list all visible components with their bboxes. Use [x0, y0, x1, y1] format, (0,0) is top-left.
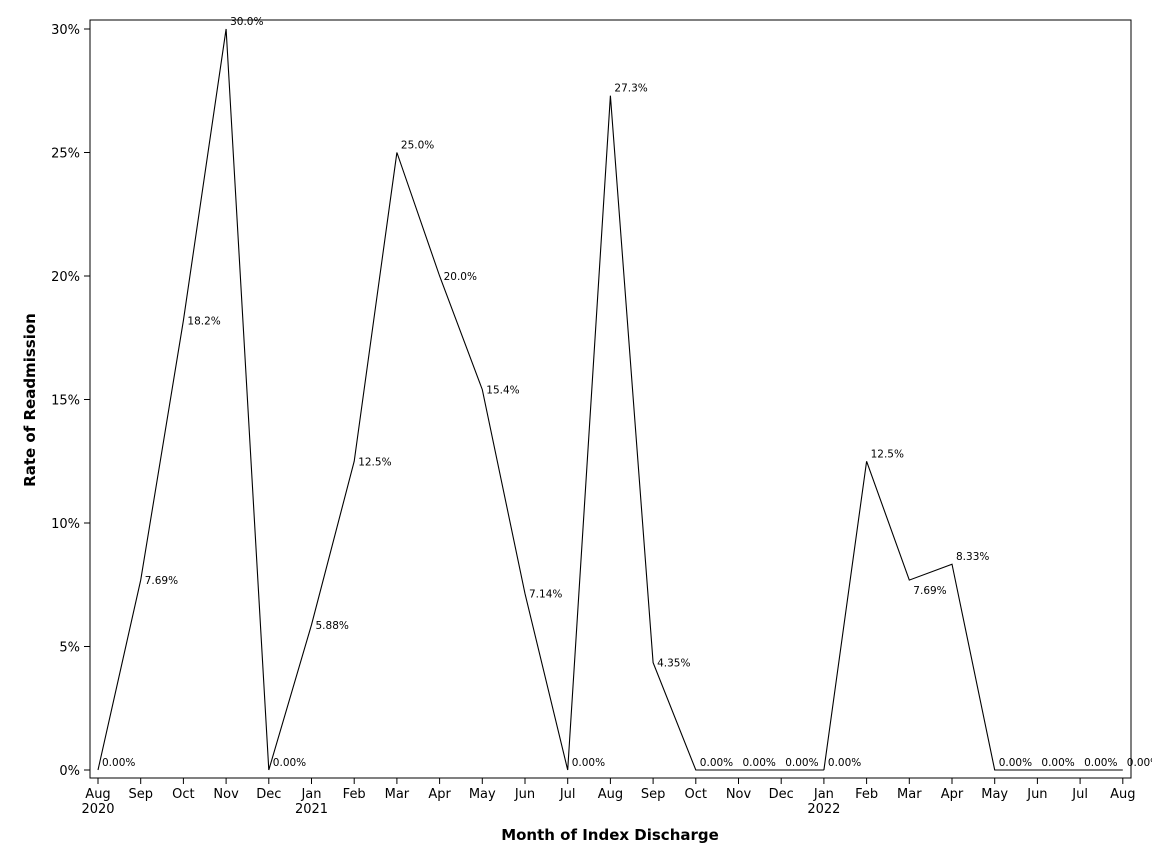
x-tick-label: Jul	[1071, 787, 1088, 802]
x-tick-label: Dec	[256, 787, 281, 802]
data-label: 7.69%	[913, 585, 946, 597]
x-tick-label: Sep	[128, 787, 153, 802]
data-label: 12.5%	[358, 456, 391, 468]
data-label: 0.00%	[102, 757, 135, 769]
data-label: 25.0%	[401, 140, 434, 152]
x-tick-label: Sep	[641, 787, 666, 802]
x-tick-label: Oct	[685, 787, 707, 802]
x-tick-label: Dec	[769, 787, 794, 802]
data-labels: 0.00% 7.69% 18.2% 30.0% 0.00% 5.88% 12.5% 25.0%…	[102, 16, 1152, 769]
y-tick-label: 20%	[51, 270, 80, 285]
data-label: 5.88%	[316, 620, 349, 632]
x-tick-label: Jun	[1026, 787, 1047, 802]
y-tick-label: 10%	[51, 517, 80, 532]
y-axis: 0% 5% 10% 15% 20% 25% 30%	[51, 23, 90, 779]
data-label: 0.00%	[828, 757, 861, 769]
x-year-label: 2020	[81, 802, 114, 817]
x-tick-label: Aug	[1110, 787, 1135, 802]
data-label: 0.00%	[700, 757, 733, 769]
x-tick-label: Aug	[598, 787, 623, 802]
x-tick-label: May	[469, 787, 496, 802]
data-label: 18.2%	[187, 316, 220, 328]
data-label: 0.00%	[572, 757, 605, 769]
x-tick-label: Nov	[213, 787, 239, 802]
data-label: 20.0%	[444, 271, 477, 283]
x-tick-label: Feb	[855, 787, 878, 802]
y-tick-label: 25%	[51, 147, 80, 162]
x-axis: Aug Sep Oct Nov Dec Jan Feb Mar Apr May Jun Jul Aug S…	[81, 778, 1135, 817]
x-tick-label: Nov	[726, 787, 752, 802]
data-label: 15.4%	[486, 385, 519, 397]
data-label: 7.69%	[145, 575, 178, 587]
x-tick-label: Oct	[172, 787, 194, 802]
x-tick-label: Jun	[514, 787, 535, 802]
plot-frame	[89, 19, 1132, 779]
data-label: 0.00%	[999, 757, 1032, 769]
x-tick-label: Aug	[85, 787, 110, 802]
x-year-label: 2021	[295, 802, 328, 817]
data-label: 8.33%	[956, 551, 989, 563]
x-tick-label: Apr	[428, 787, 451, 802]
x-tick-label: Jul	[559, 787, 576, 802]
data-label: 0.00%	[743, 757, 776, 769]
data-label: 0.00%	[785, 757, 818, 769]
x-tick-label: Jan	[813, 787, 834, 802]
y-tick-label: 15%	[51, 394, 80, 409]
data-label: 0.00%	[1084, 757, 1117, 769]
x-tick-label: Mar	[385, 787, 410, 802]
data-label: 0.00%	[1127, 757, 1152, 769]
data-label: 4.35%	[657, 658, 690, 670]
data-label: 27.3%	[614, 83, 647, 95]
x-tick-label: Jan	[300, 787, 321, 802]
y-axis-title: Rate of Readmission	[21, 313, 39, 487]
x-year-label: 2022	[807, 802, 840, 817]
data-label: 7.14%	[529, 589, 562, 601]
y-tick-label: 0%	[59, 764, 80, 779]
x-tick-label: Feb	[343, 787, 366, 802]
x-tick-label: May	[981, 787, 1008, 802]
x-axis-title: Month of Index Discharge	[501, 826, 719, 844]
data-label: 12.5%	[871, 448, 904, 460]
y-tick-label: 30%	[51, 23, 80, 38]
series-line	[97, 28, 1123, 771]
data-label: 0.00%	[273, 757, 306, 769]
data-label: 30.0%	[230, 16, 263, 28]
y-tick-label: 5%	[59, 641, 80, 656]
x-tick-label: Mar	[897, 787, 922, 802]
x-tick-label: Apr	[941, 787, 964, 802]
data-label: 0.00%	[1041, 757, 1074, 769]
